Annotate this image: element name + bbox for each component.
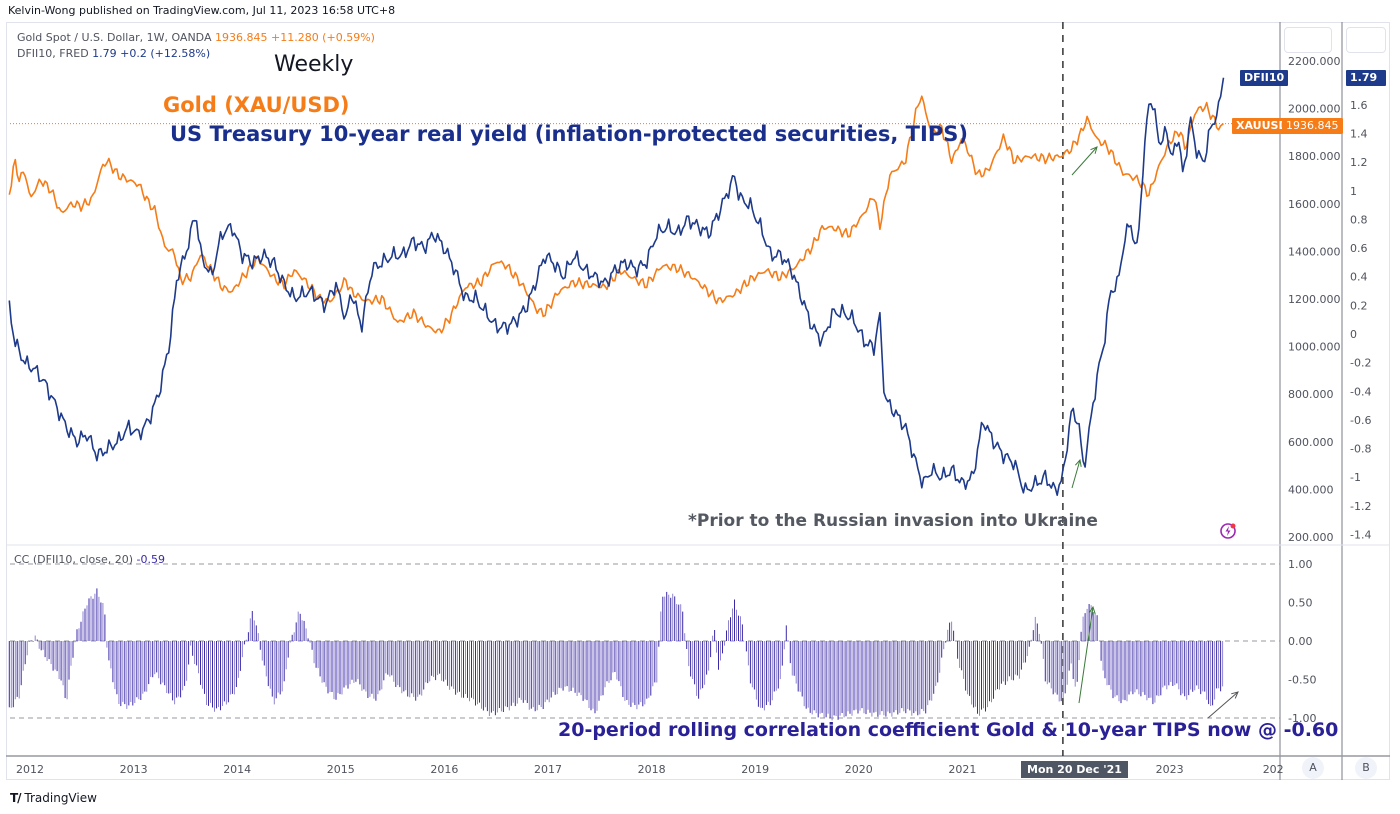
dfii10-axis-tick: 0.6 (1350, 242, 1368, 255)
dfii10-axis-tick: 1 (1350, 185, 1357, 198)
legend-dfii10-change: +0.2 (+12.58%) (120, 47, 211, 60)
crosshair-date-tag: Mon 20 Dec '21 (1021, 761, 1128, 778)
time-axis-tick: 2021 (948, 763, 976, 776)
gold-axis-tick: 2200.000 (1288, 55, 1341, 68)
price-lines (8, 77, 1225, 496)
gold-axis-tick: 800.000 (1288, 388, 1334, 401)
gold-up-arrow-head (1090, 146, 1098, 154)
legend-gold[interactable]: Gold Spot / U.S. Dollar, 1W, OANDA 1936.… (17, 31, 375, 44)
gold-title-annotation: Gold (XAU/USD) (163, 93, 350, 117)
tv-logo-text: TradingView (24, 791, 97, 805)
gold-axis-tick: 1400.000 (1288, 245, 1341, 258)
time-axis-tick: 2020 (845, 763, 873, 776)
gold-up-arrow (1071, 146, 1098, 176)
tradingview-logo[interactable]: T/ TradingView (10, 791, 97, 805)
dfii10-axis-tick: -0.2 (1350, 357, 1371, 370)
yield-up-arrow-head (1074, 458, 1082, 467)
tips-title-annotation: US Treasury 10-year real yield (inflatio… (170, 122, 968, 146)
cc-up-arrow (1078, 606, 1094, 704)
time-axis-tick: 2016 (430, 763, 458, 776)
time-axis-tick: 2015 (327, 763, 355, 776)
legend-gold-last: 1936.845 (214, 31, 268, 44)
cc-histogram (8, 588, 1224, 721)
time-axis-tick: 2023 (1156, 763, 1184, 776)
dfii10-axis-tick: -0.6 (1350, 414, 1371, 427)
yield-up-arrow (1071, 459, 1081, 489)
tv-logo-icon: T/ (10, 791, 22, 805)
time-axis-tick: 2017 (534, 763, 562, 776)
cc-axis-tick: -1.00 (1288, 712, 1316, 725)
indicator-legend[interactable]: CC (DFII10, close, 20) -0.59 (14, 553, 165, 566)
cc-axis-tick: 1.00 (1288, 558, 1313, 571)
time-axis-tick: 2012 (16, 763, 44, 776)
time-axis-tick: 2018 (638, 763, 666, 776)
gold-axis-tick: 2000.000 (1288, 103, 1341, 116)
dfii10-axis-tick: 0.2 (1350, 299, 1368, 312)
indicator-value: -0.59 (136, 553, 166, 566)
lightning-alert-icon[interactable] (1219, 522, 1237, 540)
time-axis-tick: 202 (1263, 763, 1284, 776)
chart-frame (6, 22, 1390, 780)
gold-axis-tick: 1600.000 (1288, 198, 1341, 211)
dfii10-axis-tick: 1.2 (1350, 156, 1368, 169)
timeframe-annotation: Weekly (274, 52, 354, 77)
axis-ticks: 2200.0002000.0001800.0001600.0001400.000… (16, 55, 1371, 776)
dfii10-series-tag: DFII10 (1240, 70, 1289, 86)
legend-dfii10[interactable]: DFII10, FRED 1.79 +0.2 (+12.58%) (17, 47, 210, 60)
scale-b-button[interactable]: B (1355, 757, 1377, 779)
legend-gold-name: Gold Spot / U.S. Dollar, 1W, OANDA (17, 31, 212, 44)
dfii10-axis-tick: 1.4 (1350, 128, 1368, 141)
time-axis-tick: 2014 (223, 763, 251, 776)
dfii10-axis-tick: -1.2 (1350, 500, 1371, 513)
dfii10-axis-tick: 0.8 (1350, 213, 1368, 226)
gold-axis-tick: 600.000 (1288, 436, 1334, 449)
xauusd-series-tag: XAUUSD (1232, 118, 1292, 134)
dfii-scale-box[interactable] (1346, 27, 1386, 53)
gold-axis-tick: 200.000 (1288, 531, 1334, 544)
gold-axis-tick: 400.000 (1288, 483, 1334, 496)
dfii10-line (8, 77, 1225, 496)
dfii10-axis-tick: 0 (1350, 328, 1357, 341)
gold-axis-tick: 1000.000 (1288, 341, 1341, 354)
dfii10-price-tag: 1.79 (1346, 70, 1386, 86)
correlation-note: 20-period rolling correlation coefficien… (558, 719, 1339, 741)
legend-gold-change: +11.280 (+0.59%) (270, 31, 375, 44)
dfii10-axis-tick: -1.4 (1350, 528, 1371, 541)
dfii10-axis-tick: 0.4 (1350, 271, 1368, 284)
cc-up-arrow-head (1088, 605, 1096, 614)
indicator-title: CC (DFII10, close, 20) (14, 553, 134, 566)
cc-axis-tick: -0.50 (1288, 674, 1316, 687)
dfii10-axis-tick: 1.6 (1350, 99, 1368, 112)
time-axis-tick: 2019 (741, 763, 769, 776)
gold-axis-tick: 1200.000 (1288, 293, 1341, 306)
auto-scale-button[interactable]: A (1302, 757, 1324, 779)
cc-axis-tick: 0.50 (1288, 597, 1313, 610)
gold-axis-tick: 1800.000 (1288, 150, 1341, 163)
dfii10-axis-tick: -1 (1350, 471, 1361, 484)
dfii10-axis-tick: -0.8 (1350, 443, 1371, 456)
time-axis-tick: 2013 (120, 763, 148, 776)
publisher-caption: Kelvin-Wong published on TradingView.com… (8, 4, 396, 17)
cc-recent-arrow (1207, 691, 1239, 719)
gold-scale-box[interactable] (1284, 27, 1332, 53)
xauusd-price-tag: 1936.845 (1282, 118, 1343, 134)
legend-dfii10-last: 1.79 (92, 47, 117, 60)
legend-dfii10-name: DFII10, FRED (17, 47, 89, 60)
cc-recent-arrow-head (1231, 691, 1239, 699)
annotation-arrows (1071, 146, 1239, 719)
cc-axis-tick: 0.00 (1288, 635, 1313, 648)
invasion-note: *Prior to the Russian invasion into Ukra… (688, 511, 1098, 531)
dfii10-axis-tick: -0.4 (1350, 385, 1371, 398)
